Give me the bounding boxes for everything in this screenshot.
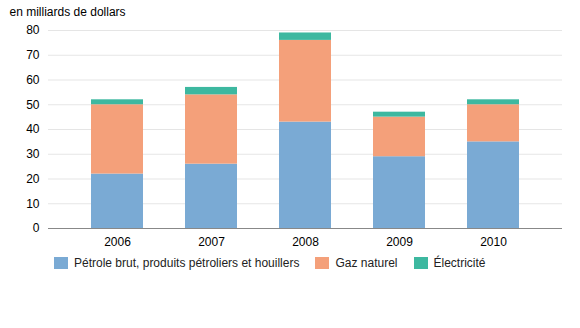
svg-text:40: 40: [26, 122, 40, 136]
svg-text:2010: 2010: [480, 235, 507, 249]
svg-text:50: 50: [26, 98, 40, 112]
svg-text:80: 80: [26, 23, 40, 37]
html-text:Électricité: Électricité: [433, 256, 486, 270]
svg-text:2006: 2006: [104, 235, 131, 249]
svg-text:60: 60: [26, 73, 40, 87]
svg-text:70: 70: [26, 48, 40, 62]
svg-text:30: 30: [26, 147, 40, 161]
svg-text:10: 10: [26, 197, 40, 211]
svg-text:20: 20: [26, 172, 40, 186]
html-text:Pétrole brut, produits pétroli: Pétrole brut, produits pétroliers et hou…: [74, 256, 300, 270]
svg-text:2008: 2008: [292, 235, 319, 249]
html-text:Gaz naturel: Gaz naturel: [335, 256, 398, 270]
svg-text:0: 0: [33, 221, 40, 235]
svg-text:en milliards de dollars: en milliards de dollars: [10, 5, 126, 19]
svg-text:2007: 2007: [198, 235, 225, 249]
svg-text:2009: 2009: [386, 235, 413, 249]
